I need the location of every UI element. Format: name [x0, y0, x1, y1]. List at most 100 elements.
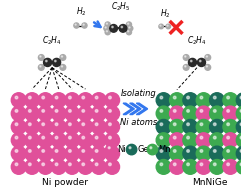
Circle shape: [11, 93, 26, 108]
Circle shape: [29, 110, 31, 112]
Circle shape: [156, 93, 171, 108]
Circle shape: [40, 56, 41, 57]
Circle shape: [105, 27, 106, 28]
Circle shape: [128, 26, 133, 31]
Circle shape: [105, 22, 110, 27]
Circle shape: [106, 23, 107, 24]
Circle shape: [187, 110, 189, 112]
Text: $C_2H_4$: $C_2H_4$: [187, 35, 207, 47]
Circle shape: [105, 93, 120, 108]
Circle shape: [51, 146, 66, 161]
Circle shape: [227, 110, 229, 112]
Circle shape: [25, 119, 39, 134]
Circle shape: [126, 144, 137, 155]
Circle shape: [42, 163, 45, 166]
Circle shape: [240, 123, 243, 125]
Circle shape: [214, 123, 216, 125]
Circle shape: [40, 66, 41, 67]
Circle shape: [173, 136, 176, 139]
Circle shape: [214, 136, 216, 139]
Circle shape: [210, 119, 224, 134]
Circle shape: [15, 163, 18, 166]
Circle shape: [82, 136, 85, 139]
Text: $C_2H_4$: $C_2H_4$: [42, 35, 62, 47]
Circle shape: [147, 144, 158, 155]
Circle shape: [109, 150, 111, 152]
Circle shape: [210, 133, 224, 148]
Circle shape: [65, 133, 80, 148]
Circle shape: [187, 163, 189, 166]
Circle shape: [183, 119, 198, 134]
Circle shape: [92, 146, 106, 161]
Circle shape: [173, 96, 176, 99]
Circle shape: [25, 160, 39, 174]
Circle shape: [110, 25, 118, 32]
Circle shape: [68, 136, 71, 139]
Circle shape: [236, 119, 248, 134]
Circle shape: [240, 136, 243, 139]
Circle shape: [55, 123, 58, 125]
Text: Ge: Ge: [138, 145, 150, 154]
Circle shape: [68, 150, 71, 152]
Circle shape: [42, 96, 45, 99]
Circle shape: [160, 123, 163, 125]
Circle shape: [240, 150, 243, 152]
Circle shape: [68, 96, 71, 99]
Circle shape: [38, 106, 53, 121]
Text: Ni atoms: Ni atoms: [120, 118, 157, 127]
Circle shape: [223, 93, 238, 108]
Circle shape: [82, 23, 87, 28]
Circle shape: [92, 133, 106, 148]
Circle shape: [92, 119, 106, 134]
Circle shape: [109, 96, 111, 99]
Circle shape: [205, 55, 211, 60]
Circle shape: [236, 106, 248, 121]
Polygon shape: [136, 103, 148, 115]
Circle shape: [92, 106, 106, 121]
Circle shape: [214, 96, 216, 99]
Circle shape: [42, 136, 45, 139]
Circle shape: [55, 136, 58, 139]
Circle shape: [11, 133, 26, 148]
Circle shape: [78, 160, 93, 174]
Circle shape: [82, 123, 85, 125]
Circle shape: [29, 123, 31, 125]
Text: $H_2$: $H_2$: [160, 7, 171, 20]
Circle shape: [82, 110, 85, 112]
Circle shape: [173, 163, 176, 166]
Circle shape: [29, 150, 31, 152]
Circle shape: [121, 26, 123, 28]
Circle shape: [170, 93, 184, 108]
Circle shape: [38, 64, 44, 70]
Circle shape: [25, 146, 39, 161]
Circle shape: [187, 136, 189, 139]
Circle shape: [173, 123, 176, 125]
Circle shape: [210, 160, 224, 174]
Circle shape: [53, 58, 61, 67]
Circle shape: [183, 64, 189, 70]
Circle shape: [51, 119, 66, 134]
Circle shape: [51, 160, 66, 174]
Circle shape: [185, 66, 186, 67]
Circle shape: [105, 133, 120, 148]
Circle shape: [65, 93, 80, 108]
Circle shape: [112, 26, 113, 28]
Circle shape: [55, 96, 58, 99]
Circle shape: [167, 25, 168, 26]
Circle shape: [200, 123, 203, 125]
Circle shape: [236, 133, 248, 148]
Circle shape: [156, 133, 171, 148]
Circle shape: [60, 55, 66, 60]
Circle shape: [223, 119, 238, 134]
Circle shape: [128, 23, 129, 24]
Circle shape: [223, 106, 238, 121]
Circle shape: [210, 93, 224, 108]
Circle shape: [183, 133, 198, 148]
Text: MnNiGe: MnNiGe: [192, 178, 228, 187]
Circle shape: [74, 23, 79, 28]
Circle shape: [156, 146, 171, 161]
Circle shape: [206, 56, 207, 57]
Circle shape: [183, 106, 198, 121]
Circle shape: [15, 110, 18, 112]
Circle shape: [78, 133, 93, 148]
